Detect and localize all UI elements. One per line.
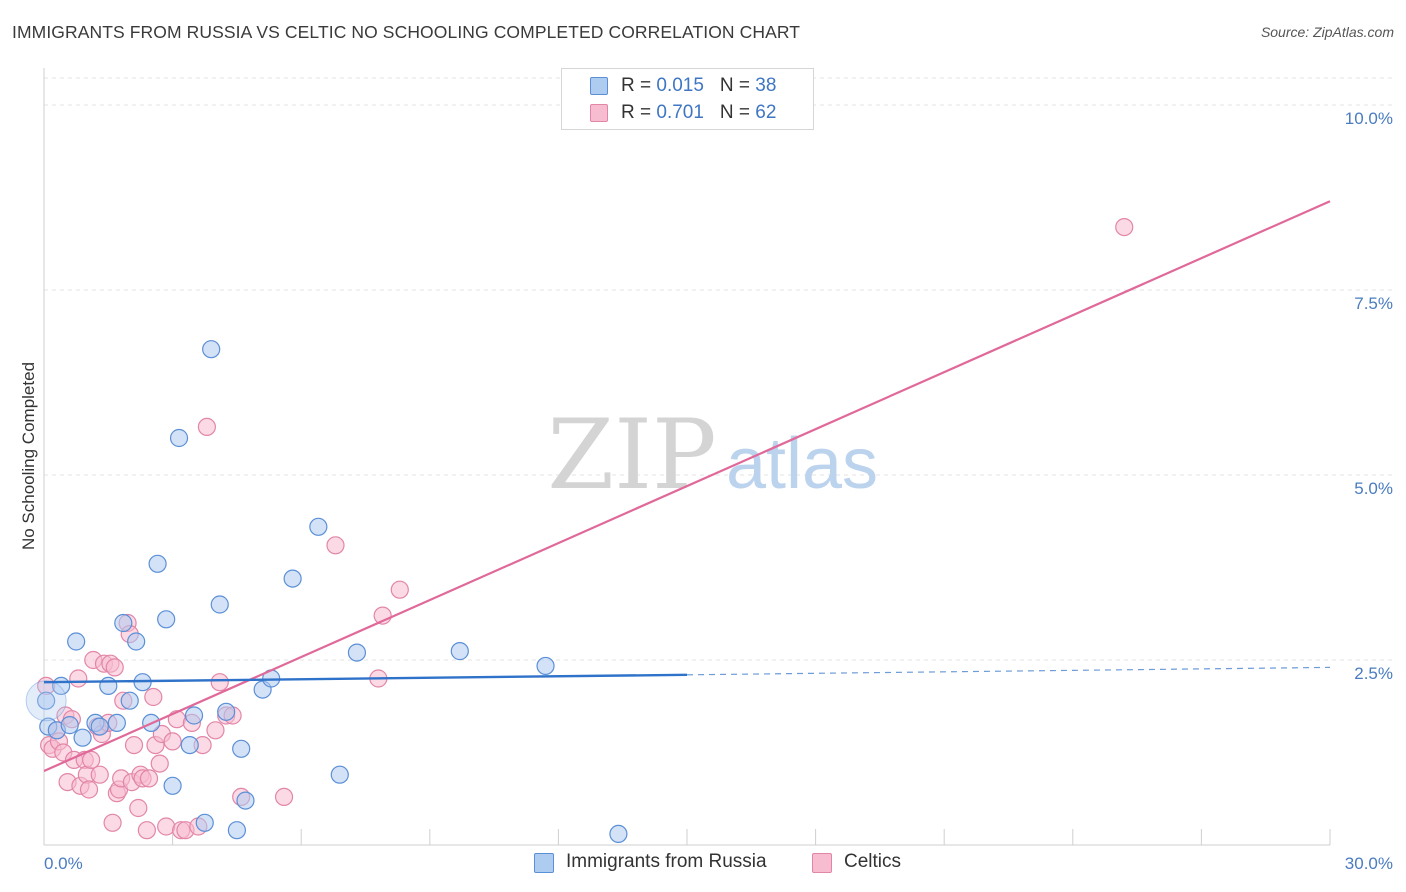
tick-layer: 2.5% 5.0% 7.5% 10.0% 0.0% 30.0% [44, 109, 1393, 873]
russia-point [330, 765, 349, 784]
source-label: Source: ZipAtlas.com [1260, 24, 1394, 40]
russia-point [202, 340, 221, 359]
russia-point [195, 813, 214, 832]
celtics-point [105, 658, 124, 677]
legend-n-label: N = [719, 102, 756, 123]
y-tick-label: 7.5% [1354, 294, 1393, 313]
celtics-point [79, 780, 99, 799]
russia-point [163, 776, 182, 795]
chart-title: IMMIGRANTS FROM RUSSIA VS CELTIC NO SCHO… [12, 22, 801, 42]
celtics-point [274, 787, 294, 807]
correlation-legend: R = 0.015 N = 38 R = 0.701 N = 62 [561, 68, 814, 130]
celtics-point [69, 669, 88, 688]
y-tick-label: 10.0% [1345, 109, 1393, 128]
trend-layer [43, 200, 1331, 773]
bottom-legend-swatch-celtics [812, 853, 832, 873]
celtics-point [150, 754, 169, 773]
russia-point [450, 642, 469, 661]
russia-point [347, 643, 367, 662]
grid-layer [44, 77, 1392, 661]
celtics-point [326, 536, 345, 555]
russia-point [227, 821, 246, 840]
legend-r-value-russia: 0.015 [656, 75, 704, 96]
celtics-point [206, 721, 225, 740]
russia-point [609, 824, 628, 844]
y-tick-label: 2.5% [1354, 664, 1393, 683]
celtics-point [157, 817, 176, 836]
russia-point [210, 595, 229, 614]
legend-swatch-celtics [590, 104, 608, 122]
bottom-legend-label-celtics: Celtics [844, 851, 902, 872]
russia-point-cluster [25, 680, 67, 722]
russia-point [157, 610, 176, 629]
celtics-point [210, 673, 229, 692]
russia-point [107, 713, 126, 733]
russia-point [99, 676, 118, 696]
russia-point [60, 716, 79, 735]
russia-point [536, 656, 555, 676]
russia-point [180, 735, 199, 755]
celtics-point [129, 798, 148, 818]
russia-point [127, 632, 146, 651]
legend-r-value-celtics: 0.701 [656, 102, 704, 123]
legend-swatch-russia [590, 77, 608, 95]
russia-point [73, 728, 92, 747]
celtics-point [390, 580, 409, 599]
bottom-legend-swatch-russia [534, 853, 554, 873]
celtics-point [1115, 218, 1134, 237]
russia-trend-line [43, 673, 688, 684]
celtics-point [144, 687, 163, 707]
celtics-point [90, 765, 109, 784]
bottom-legend-label-russia: Immigrants from Russia [566, 851, 767, 872]
axis-layer [43, 68, 1331, 846]
russia-point [232, 739, 251, 758]
russia-point [148, 554, 167, 573]
celtics-point [163, 732, 182, 751]
celtics-trend-line [43, 200, 1331, 773]
russia-points [25, 340, 628, 844]
russia-point [184, 706, 204, 725]
legend-n-value-celtics: 62 [755, 102, 777, 123]
watermark-zip: ZIP [547, 399, 716, 511]
watermark-atlas: atlas [726, 424, 878, 504]
russia-point [217, 702, 236, 721]
legend-n-label: N = [719, 75, 756, 96]
russia-point [236, 791, 255, 810]
russia-point [37, 691, 56, 710]
legend-r-label: R = [621, 102, 657, 123]
russia-point [67, 632, 86, 651]
celtics-points [37, 218, 1134, 840]
russia-point [114, 613, 133, 633]
russia-point [120, 691, 139, 710]
celtics-point [82, 750, 101, 770]
legend-r-label: R = [621, 75, 657, 96]
russia-point [169, 428, 189, 448]
y-axis-label: No Schooling Completed [19, 362, 38, 550]
x-tick-label-min: 0.0% [44, 854, 83, 873]
russia-point [309, 517, 328, 536]
x-tick-label-max: 30.0% [1345, 854, 1393, 873]
celtics-point [124, 735, 144, 755]
celtics-point [139, 769, 159, 788]
russia-trend-extension [686, 666, 1331, 676]
y-tick-label: 5.0% [1354, 479, 1393, 498]
russia-point [283, 569, 302, 588]
russia-point [90, 717, 109, 736]
legend-n-value-russia: 38 [755, 75, 777, 96]
celtics-point [197, 417, 216, 436]
celtics-point [103, 813, 122, 832]
celtics-point [137, 821, 156, 840]
